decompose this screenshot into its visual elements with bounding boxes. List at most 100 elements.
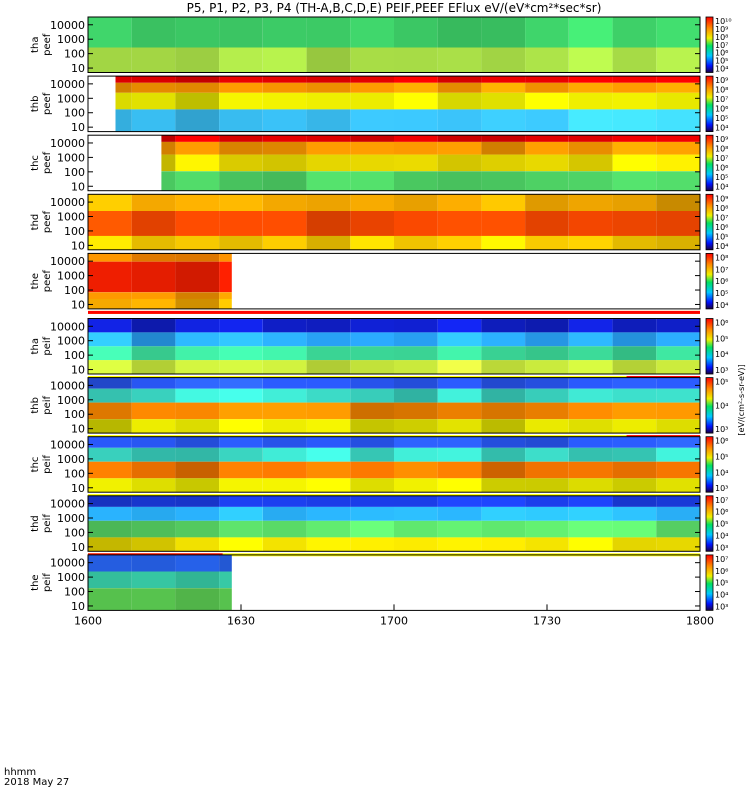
spectrogram-cell (568, 461, 613, 479)
spectrogram-cell (175, 346, 220, 361)
spectrogram-cell (262, 495, 307, 507)
spectrogram-cell (175, 332, 220, 347)
panel-label-product: peef (42, 92, 53, 115)
spectrogram-cell (568, 346, 613, 361)
spectrogram-cell (481, 194, 526, 211)
energy-tick-label: 100 (64, 284, 85, 297)
spectrogram-cell (219, 292, 232, 299)
spectrogram-cell (481, 154, 526, 172)
spectrogram-cell (131, 76, 176, 83)
energy-tick-label: 10000 (50, 438, 85, 451)
spectrogram-cell (262, 388, 307, 403)
spectrogram-cell (306, 211, 351, 236)
spectrogram-cell (568, 377, 613, 389)
spectrogram-cell (219, 47, 263, 73)
colorbar-tick-label: 10³ (715, 484, 728, 493)
spectrogram-cell (88, 520, 132, 538)
spectrogram-cell (568, 154, 613, 172)
spectrogram-cell (306, 235, 351, 250)
panel-label-probe: the (30, 574, 41, 590)
spectrogram-cell (656, 377, 700, 389)
spectrogram-cell (437, 109, 482, 132)
spectrogram-cell (306, 495, 351, 507)
spectrogram-cell (350, 17, 394, 48)
panel-label-product: peef (42, 210, 53, 233)
spectrogram-cell (437, 211, 482, 236)
spectrogram-cell (612, 332, 657, 347)
panel-label-probe: thd (30, 515, 41, 532)
spectrogram-cell (437, 495, 482, 507)
spectrogram-cell (612, 520, 657, 538)
colorbar (705, 134, 714, 192)
spectrogram-cell (88, 318, 132, 333)
spectrogram-cell (131, 461, 176, 479)
spectrogram-cell (612, 154, 657, 172)
spectrogram-cell (262, 171, 307, 191)
spectrogram-cell (350, 388, 394, 403)
spectrogram-cell (568, 360, 613, 374)
spectrogram-cell (568, 92, 613, 110)
spectrogram-cell (525, 447, 569, 462)
spectrogram-cell (568, 520, 613, 538)
spectrogram-cell (525, 332, 569, 347)
spectrogram-cell (262, 537, 307, 552)
spectrogram-cell (656, 520, 700, 538)
spectrogram-cell (437, 537, 482, 552)
spectrogram-cell (350, 82, 394, 93)
spectrogram-cell (306, 135, 351, 142)
spectrogram-cell (481, 235, 526, 250)
spectrogram-cell (219, 253, 232, 262)
spectrogram-cell (656, 82, 700, 93)
spectrogram-cell (481, 478, 526, 493)
spectrogram-cell (394, 419, 438, 434)
spectrogram-cell (262, 318, 307, 333)
spectrogram-cell (262, 194, 307, 211)
spectrogram-cell (568, 436, 613, 448)
colorbar-tick-label: 10⁷ (715, 555, 728, 564)
spectrogram-cell (88, 554, 132, 572)
spectrogram-cell (568, 506, 613, 521)
panel-frame (87, 134, 701, 192)
energy-tick-label: 10 (71, 298, 85, 311)
energy-tick-label: 10 (71, 364, 85, 377)
spectrogram-cell (394, 318, 438, 333)
spectrogram-cell (525, 360, 569, 374)
panel-frame (87, 75, 701, 133)
spectrogram-cell (219, 537, 263, 552)
spectrogram-cell (481, 495, 526, 507)
energy-tick-label: 10 (71, 121, 85, 134)
spectrogram-cell (612, 171, 657, 191)
energy-tick-label: 1000 (57, 335, 85, 348)
colorbar-tick-label: 10⁶ (715, 437, 728, 446)
energy-tick-label: 10000 (50, 557, 85, 570)
spectrogram-cell (350, 537, 394, 552)
spectrogram-cell (115, 82, 132, 93)
spectrogram-cell (394, 402, 438, 420)
colorbar-tick-label: 10⁴ (715, 124, 728, 133)
spectrogram-cell (88, 235, 132, 250)
spectrogram-cell (131, 506, 176, 521)
spectrogram-cell (437, 17, 482, 48)
spectrogram-cell (525, 235, 569, 250)
spectrogram-cell (481, 332, 526, 347)
spectrogram-cell (656, 194, 700, 211)
spectrogram-cell (350, 461, 394, 479)
energy-tick-label: 1000 (57, 394, 85, 407)
spectrogram-cell (394, 171, 438, 191)
spectrogram-cell (306, 109, 351, 132)
spectrogram-cell (612, 360, 657, 374)
spectrogram-cell (656, 506, 700, 521)
spectrogram-cell (525, 478, 569, 493)
spectrogram-cell (131, 82, 176, 93)
colorbar-tick-label: 10⁵ (715, 520, 728, 529)
spectrogram-cell (656, 318, 700, 333)
spectrogram-cell (437, 76, 482, 83)
spectrogram-cell (656, 402, 700, 420)
spectrogram-cell (131, 478, 176, 493)
spectrogram-cell (306, 506, 351, 521)
panel-label-probe: thc (30, 155, 41, 171)
spectrogram-cell (175, 141, 220, 155)
spectrogram-cell (262, 436, 307, 448)
